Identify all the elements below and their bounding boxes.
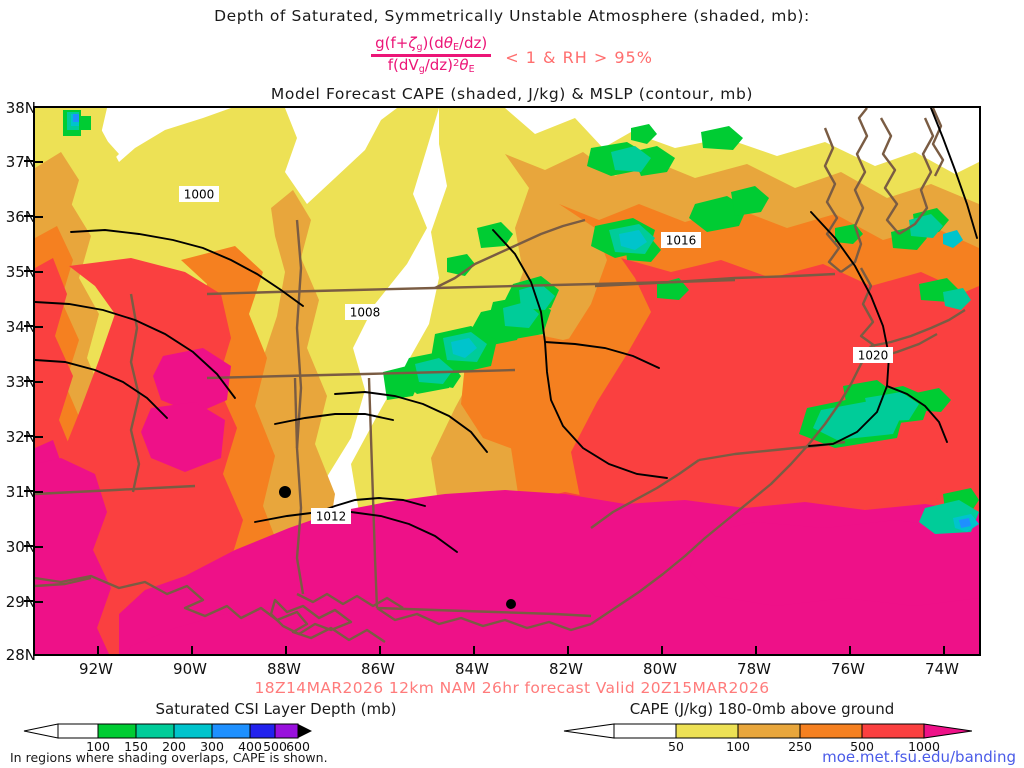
cape-colorbar-svg (563, 723, 973, 739)
fraction-bar (371, 53, 492, 57)
fraction-numerator: g(f+ζg)(dθE/dz) (375, 33, 488, 53)
lon-label-90w: 90W (173, 660, 207, 678)
lat-tick-30n (24, 545, 33, 547)
csi-tick-600: 600 (286, 739, 310, 754)
csi-tick-400: 400 (238, 739, 262, 754)
lon-label-92w: 92W (79, 660, 113, 678)
csi-criterion-formula: g(f+ζg)(dθE/dz) f(dVg/dz)2θE < 1 & RH > … (0, 26, 1024, 84)
cape-band-1000 (35, 348, 979, 654)
csi-tick-300: 300 (200, 739, 224, 754)
lat-tick-34n (24, 325, 33, 327)
lon-label-76w: 76W (831, 660, 865, 678)
lat-label-33n: 33N (5, 373, 36, 391)
csi-tick-200: 200 (162, 739, 186, 754)
fraction-denominator: f(dVg/dz)2θE (387, 55, 475, 75)
cape-tick-500: 500 (850, 739, 874, 754)
cape-tick-50: 50 (668, 739, 684, 754)
cape-swatch-250 (799, 723, 863, 739)
lat-tick-36n (24, 215, 33, 217)
csi-inequality: < 1 & RH > 95% (505, 47, 653, 67)
svg-text:1012: 1012 (316, 510, 347, 524)
lat-label-38n: 38N (5, 99, 36, 117)
lon-label-74w: 74W (925, 660, 959, 678)
csi-swatch-150 (135, 723, 175, 739)
lat-label-34n: 34N (5, 318, 36, 336)
lat-label-31n: 31N (5, 483, 36, 501)
cape-swatch-50 (675, 723, 739, 739)
lon-label-82w: 82W (549, 660, 583, 678)
csi-overflow-arrow (298, 724, 312, 738)
cape-tick-1000: 1000 (908, 739, 940, 754)
cape-swatch-500 (861, 723, 925, 739)
lon-label-88w: 88W (267, 660, 301, 678)
csi-swatch-200 (173, 723, 213, 739)
lat-label-35n: 35N (5, 263, 36, 281)
svg-text:1000: 1000 (184, 188, 215, 202)
csi-swatch-400 (249, 723, 276, 739)
csi-colorbar-title: Saturated CSI Layer Depth (mb) (155, 700, 397, 718)
csi-swatch-300 (211, 723, 251, 739)
lon-label-84w: 84W (455, 660, 489, 678)
lat-tick-33n (24, 380, 33, 382)
csi-swatch-500 (274, 723, 299, 739)
lat-label-28n: 28N (5, 646, 36, 664)
lon-label-86w: 86W (361, 660, 395, 678)
cape-tick-250: 250 (788, 739, 812, 754)
cape-swatch-100 (737, 723, 801, 739)
svg-text:1016: 1016 (666, 234, 697, 248)
lon-label-80w: 80W (643, 660, 677, 678)
cape-tick-100: 100 (726, 739, 750, 754)
svg-text:1020: 1020 (858, 349, 889, 363)
subtitle-model-fields: Model Forecast CAPE (shaded, J/kg) & MSL… (270, 85, 754, 103)
forecast-valid-line: 18Z14MAR2026 12km NAM 26hr forecast Vali… (254, 679, 770, 697)
lat-label-32n: 32N (5, 428, 36, 446)
lat-label-37n: 37N (5, 153, 36, 171)
forecast-map-canvas[interactable]: 1000 1008 1012 1016 (33, 106, 981, 656)
lat-tick-35n (24, 270, 33, 272)
csi-band-300 (73, 114, 971, 528)
lat-tick-31n (24, 490, 33, 492)
csi-swatch-white (57, 723, 99, 739)
cape-colorbar[interactable] (562, 722, 973, 740)
map-inner-ticks (35, 161, 945, 654)
csi-tick-100: 100 (86, 739, 110, 754)
source-url-link[interactable]: moe.met.fsu.edu/banding (822, 748, 1016, 766)
csi-colorbar-svg (23, 723, 312, 739)
cape-colorbar-title: CAPE (J/kg) 180-0mb above ground (629, 700, 895, 718)
cape-colorbar-ticks: 50 100 250 500 1000 (562, 739, 982, 755)
lat-tick-32n (24, 435, 33, 437)
csi-tick-500: 500 (263, 739, 287, 754)
overlap-note: In regions where shading overlaps, CAPE … (10, 750, 328, 765)
lon-label-78w: 78W (737, 660, 771, 678)
lat-tick-37n (24, 160, 33, 162)
lat-label-29n: 29N (5, 593, 36, 611)
csi-colorbar-ticks: 100 150 200 300 400 500 600 (22, 739, 322, 755)
csi-depth-patches (63, 110, 979, 534)
csi-tick-150: 150 (124, 739, 148, 754)
state-borders (35, 108, 966, 643)
map-svg: 1000 1008 1012 1016 (35, 108, 979, 654)
mslp-contour-labels: 1000 1008 1012 1016 (179, 186, 893, 524)
csi-swatch-100 (97, 723, 137, 739)
cape-underflow-arrow (563, 723, 615, 739)
lat-label-30n: 30N (5, 538, 36, 556)
cape-overflow-arrow (923, 723, 973, 739)
lat-tick-29n (24, 600, 33, 602)
csi-fraction: g(f+ζg)(dθE/dz) f(dVg/dz)2θE (371, 33, 492, 75)
page-title: Depth of Saturated, Symmetrically Unstab… (214, 7, 810, 25)
svg-text:1008: 1008 (350, 306, 381, 320)
csi-colorbar[interactable] (22, 722, 312, 740)
lat-label-36n: 36N (5, 208, 36, 226)
cape-swatch-white (613, 723, 677, 739)
